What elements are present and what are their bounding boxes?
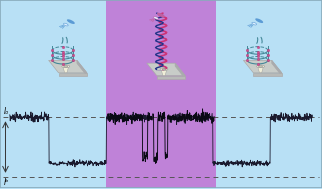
Polygon shape xyxy=(77,60,87,76)
Ellipse shape xyxy=(252,22,257,25)
Polygon shape xyxy=(63,68,68,73)
Ellipse shape xyxy=(255,18,263,23)
Ellipse shape xyxy=(257,65,265,68)
Polygon shape xyxy=(161,70,166,75)
Ellipse shape xyxy=(62,65,70,68)
Text: Iₒ: Iₒ xyxy=(4,108,9,116)
Text: Iᵇ: Iᵇ xyxy=(4,178,9,187)
Ellipse shape xyxy=(154,17,158,19)
Polygon shape xyxy=(253,73,282,76)
Ellipse shape xyxy=(259,66,262,67)
Ellipse shape xyxy=(64,66,68,67)
Bar xyxy=(106,0,216,188)
Polygon shape xyxy=(243,60,282,73)
Polygon shape xyxy=(147,63,185,76)
Polygon shape xyxy=(49,60,87,73)
Ellipse shape xyxy=(162,68,166,70)
Polygon shape xyxy=(272,60,282,76)
Ellipse shape xyxy=(160,68,168,70)
Ellipse shape xyxy=(157,13,165,17)
Polygon shape xyxy=(59,73,87,76)
Polygon shape xyxy=(258,68,263,73)
Ellipse shape xyxy=(63,23,68,26)
Polygon shape xyxy=(175,63,185,79)
Ellipse shape xyxy=(67,19,75,24)
Polygon shape xyxy=(157,76,185,79)
